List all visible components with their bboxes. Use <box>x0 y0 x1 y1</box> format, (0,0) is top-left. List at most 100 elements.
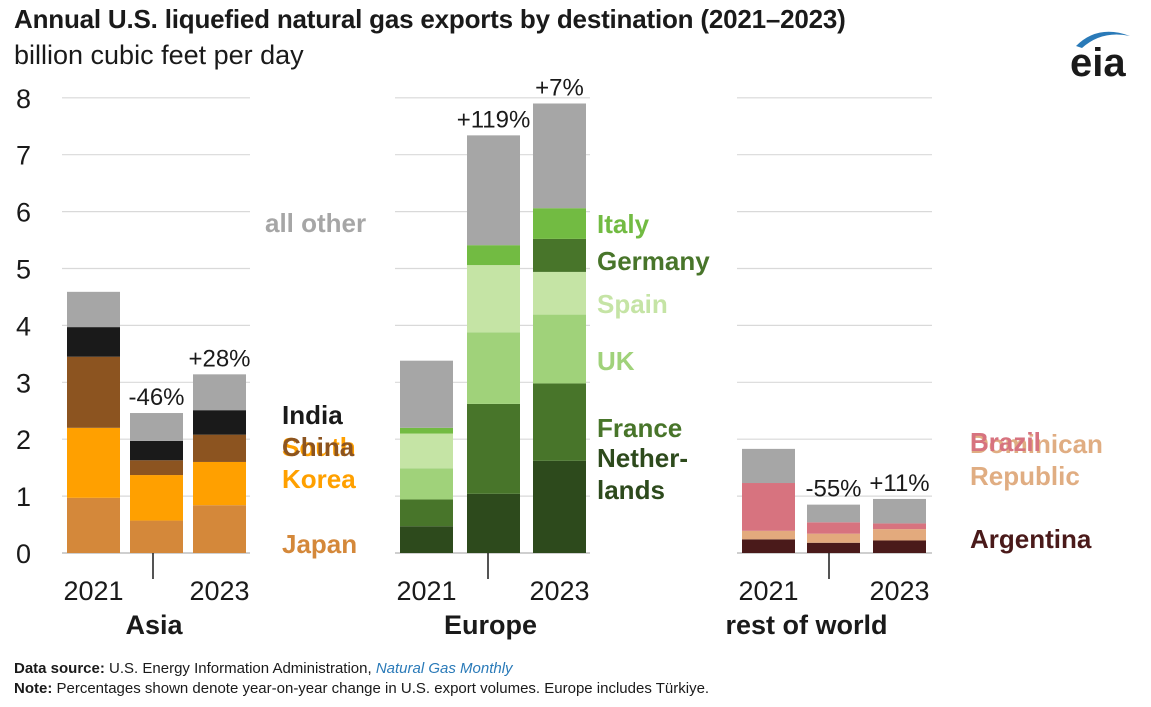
series-label: Nether- <box>597 443 688 473</box>
bar-segment <box>807 542 860 553</box>
y-tick-label: 1 <box>16 482 31 512</box>
bar-segment <box>467 403 520 494</box>
bar-segment <box>873 498 926 524</box>
x-tick-label: 2021 <box>63 576 123 606</box>
y-tick-label: 7 <box>16 141 31 171</box>
bar-segment <box>467 245 520 266</box>
bar-segment <box>533 271 586 315</box>
eia-logo: eia <box>1070 31 1130 82</box>
chart-subtitle: billion cubic feet per day <box>14 40 304 70</box>
bar-segment <box>130 413 183 441</box>
all-other-label: all other <box>265 208 366 238</box>
bar-segment <box>467 332 520 404</box>
x-tick-label: 2021 <box>396 576 456 606</box>
series-label: India <box>282 400 343 430</box>
bar-segment <box>130 460 183 476</box>
bar-segment <box>467 135 520 246</box>
bar-segment <box>533 103 586 209</box>
series-label: UK <box>597 346 635 376</box>
change-label: -55% <box>805 476 861 503</box>
bar-segment <box>193 505 246 553</box>
series-label: Dominican <box>970 429 1103 459</box>
series-label: Italy <box>597 209 650 239</box>
change-label: +11% <box>869 470 929 497</box>
bar-segment <box>873 523 926 530</box>
bar-segment <box>742 539 795 553</box>
bar-segment <box>67 427 120 498</box>
bar-segment <box>807 522 860 534</box>
y-tick-label: 3 <box>16 368 31 398</box>
bar-segment <box>400 360 453 428</box>
bar-segment <box>533 314 586 384</box>
bar-segment <box>67 291 120 328</box>
bar-segment <box>533 208 586 239</box>
change-label: -46% <box>128 384 184 411</box>
panel-name: Asia <box>125 610 183 640</box>
bar-segment <box>873 540 926 553</box>
series-label: Argentina <box>970 524 1092 554</box>
series-label: Spain <box>597 289 668 319</box>
note-text: Percentages shown denote year-on-year ch… <box>52 680 710 697</box>
bar-segment <box>873 529 926 541</box>
bar-segment <box>467 265 520 333</box>
y-tick-label: 6 <box>16 198 31 228</box>
bar-segment <box>193 374 246 411</box>
series-label: Germany <box>597 246 710 276</box>
bar-segment <box>193 434 246 462</box>
series-label: Republic <box>970 461 1080 491</box>
chart-title: Annual U.S. liquefied natural gas export… <box>14 4 846 34</box>
series-label: France <box>597 413 682 443</box>
bar-segment <box>533 238 586 272</box>
source-link[interactable]: Natural Gas Monthly <box>375 660 513 677</box>
bar-segment <box>742 483 795 531</box>
bar-segment <box>130 520 183 553</box>
y-tick-label: 5 <box>16 255 31 285</box>
eia-logo-arc-icon <box>1076 31 1130 48</box>
bar-segment <box>400 427 453 434</box>
change-label: +119% <box>457 106 531 133</box>
series-label: South <box>282 432 356 462</box>
y-tick-label: 4 <box>16 311 31 341</box>
bar-segment <box>400 526 453 553</box>
x-tick-label: 2023 <box>529 576 589 606</box>
bar-segment <box>533 383 586 461</box>
footer-note: Note: Percentages shown denote year-on-y… <box>14 680 709 697</box>
panel-name: rest of world <box>725 610 887 640</box>
change-label: +7% <box>535 74 584 101</box>
bar-segment <box>130 475 183 521</box>
x-tick-label: 2023 <box>189 576 249 606</box>
y-tick-label: 8 <box>16 84 31 114</box>
eia-logo-text: eia <box>1070 41 1126 82</box>
series-label: lands <box>597 475 665 505</box>
source-label: Data source: <box>14 660 105 677</box>
bar-segment <box>400 468 453 500</box>
bar-segment <box>467 493 520 553</box>
bar-segment <box>67 327 120 357</box>
note-label: Note: <box>14 680 53 697</box>
y-tick-label: 0 <box>16 539 31 569</box>
series-label: Japan <box>282 529 357 559</box>
bar-segment <box>67 356 120 428</box>
bar-segment <box>742 448 795 484</box>
change-label: +28% <box>188 345 250 372</box>
bar-segment <box>130 440 183 461</box>
series-label: China <box>282 432 355 462</box>
source-text: U.S. Energy Information Administration, <box>104 660 376 677</box>
x-tick-label: 2023 <box>869 576 929 606</box>
bar-segment <box>193 461 246 506</box>
series-label: Brazil <box>970 427 1041 457</box>
bar-segment <box>533 460 586 553</box>
x-tick-label: 2021 <box>738 576 798 606</box>
bar-segment <box>67 497 120 553</box>
panel-name: Europe <box>444 610 537 640</box>
footer-source: Data source: U.S. Energy Information Adm… <box>14 660 513 677</box>
bar-segment <box>742 530 795 540</box>
bar-segment <box>193 410 246 435</box>
bar-segment <box>400 433 453 469</box>
bar-segment <box>807 504 860 523</box>
series-label: Korea <box>282 464 356 494</box>
y-tick-label: 2 <box>16 425 31 455</box>
bar-segment <box>400 499 453 527</box>
bar-segment <box>807 533 860 543</box>
